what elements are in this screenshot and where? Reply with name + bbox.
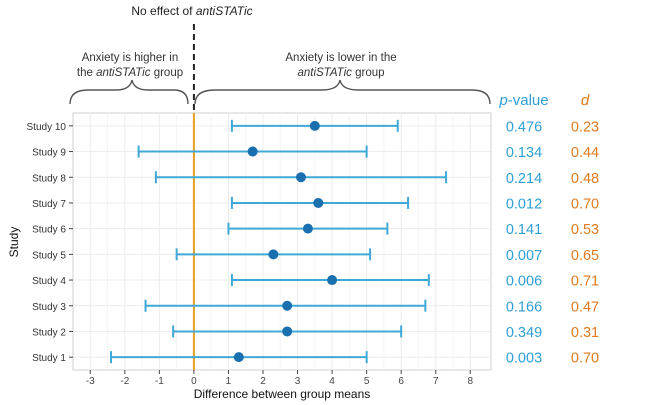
- d-value-label: 0.71: [571, 274, 599, 290]
- p-value-label: 0.214: [506, 171, 542, 187]
- study-row: Study 1 0.003 0.70: [32, 351, 599, 367]
- p-value-label: 0.012: [506, 196, 542, 212]
- x-tick-label: 7: [433, 376, 439, 387]
- study-label: Study 7: [32, 199, 66, 210]
- study-label: Study 2: [32, 327, 66, 338]
- study-label: Study 5: [32, 250, 66, 261]
- d-header: d: [581, 92, 590, 109]
- mean-point: [313, 197, 324, 208]
- x-tick-label: 3: [295, 376, 301, 387]
- study-row: Study 7 0.012 0.70: [32, 196, 599, 212]
- x-tick-label: 1: [226, 376, 232, 387]
- mean-point: [309, 120, 320, 131]
- x-tick-label: 0: [191, 376, 197, 387]
- plot-panel: [72, 112, 492, 371]
- study-label: Study 6: [32, 225, 66, 236]
- x-tick-label: -3: [86, 376, 95, 387]
- p-value-label: 0.141: [506, 222, 542, 238]
- p-value-label: 0.476: [506, 119, 542, 135]
- p-value-label: 0.349: [506, 325, 542, 341]
- mean-point: [282, 300, 293, 311]
- mean-point: [296, 172, 306, 183]
- study-row: Study 5 0.007 0.65: [32, 248, 599, 264]
- p-value-label: 0.166: [506, 299, 542, 315]
- right-annotation-line2: antiSTATic group: [297, 67, 384, 79]
- d-value-label: 0.31: [571, 325, 599, 341]
- right-brace: [194, 79, 491, 105]
- p-value-label: 0.134: [506, 145, 542, 161]
- x-tick-label: 8: [467, 376, 473, 387]
- mean-point: [327, 275, 338, 286]
- mean-point: [302, 223, 313, 234]
- d-value-label: 0.23: [571, 119, 599, 135]
- x-tick-label: 6: [398, 376, 404, 387]
- left-annotation-line2: the antiSTATic group: [77, 67, 183, 79]
- no-effect-label: No effect of antiSTATic: [131, 4, 252, 18]
- d-value-label: 0.48: [571, 171, 599, 187]
- mean-point: [247, 146, 258, 157]
- mean-point: [233, 352, 244, 363]
- mean-point: [268, 249, 279, 260]
- study-label: Study 3: [32, 302, 66, 313]
- right-annotation-line1: Anxiety is lower in the: [285, 52, 396, 64]
- study-label: Study 4: [32, 276, 66, 287]
- study-label: Study 9: [32, 148, 66, 159]
- mean-point: [282, 326, 293, 337]
- x-tick-label: 4: [329, 376, 335, 387]
- d-value-label: 0.53: [571, 222, 599, 238]
- study-label: Study 8: [32, 173, 66, 184]
- d-value-label: 0.47: [571, 299, 599, 315]
- study-rows: Study 10 0.476 0.23 Study 9 0.134 0.44 Study 8…: [27, 119, 600, 366]
- p-value-header: p-value: [498, 92, 548, 109]
- d-value-label: 0.70: [571, 351, 599, 367]
- d-value-label: 0.44: [571, 145, 599, 161]
- study-row: Study 10 0.476 0.23: [27, 119, 600, 135]
- study-row: Study 2 0.349 0.31: [32, 325, 599, 341]
- study-row: Study 3 0.166 0.47: [32, 299, 599, 315]
- y-axis-label: Study: [7, 227, 21, 258]
- p-value-label: 0.003: [506, 351, 542, 367]
- left-brace: [69, 79, 189, 105]
- x-axis-label: Difference between group means: [194, 387, 371, 401]
- d-value-label: 0.65: [571, 248, 599, 264]
- x-tick-label: 5: [364, 376, 370, 387]
- p-value-label: 0.007: [506, 248, 542, 264]
- p-value-label: 0.006: [506, 274, 542, 290]
- study-row: Study 6 0.141 0.53: [32, 222, 599, 238]
- study-row: Study 8 0.214 0.48: [32, 171, 599, 187]
- study-label: Study 10: [27, 122, 67, 133]
- study-label: Study 1: [32, 353, 66, 364]
- x-tick-label: -2: [120, 376, 129, 387]
- x-axis-ticks: -3 -2 -1 0 1 2 3 4 5 6 7 8: [86, 370, 473, 387]
- x-tick-label: -1: [155, 376, 164, 387]
- d-value-label: 0.70: [571, 196, 599, 212]
- x-tick-label: 2: [260, 376, 266, 387]
- study-row: Study 9 0.134 0.44: [32, 145, 599, 161]
- study-row: Study 4 0.006 0.71: [32, 274, 599, 290]
- left-annotation-line1: Anxiety is higher in: [82, 52, 179, 64]
